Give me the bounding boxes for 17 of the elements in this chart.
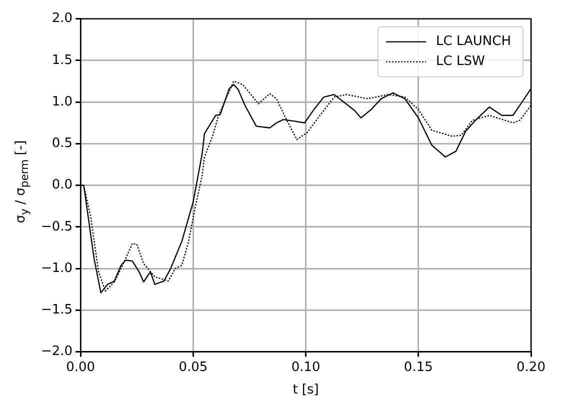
y-tick-label: −2.0 [40, 344, 73, 360]
y-tick-label: 1.5 [52, 52, 73, 68]
y-tick-label: 0.5 [52, 136, 73, 152]
y-tick-label: −0.5 [40, 219, 73, 234]
legend-label: LC LSW [436, 54, 485, 70]
x-tick-label: 0.05 [178, 360, 208, 375]
legend-label: LC LAUNCH [436, 34, 512, 50]
x-tick-label: 0.10 [291, 360, 320, 375]
x-tick-label: 0.00 [66, 360, 96, 375]
x-tick-label: 0.15 [404, 360, 433, 375]
y-tick-label: 1.0 [52, 94, 73, 110]
x-tick-label: 0.20 [516, 360, 546, 375]
x-axis-title: t [s] [292, 382, 319, 398]
y-tick-label: 2.0 [52, 11, 73, 26]
y-tick-label: 0.0 [52, 178, 73, 193]
y-tick-label: −1.5 [40, 302, 73, 318]
y-tick-label: −1.0 [40, 260, 73, 276]
